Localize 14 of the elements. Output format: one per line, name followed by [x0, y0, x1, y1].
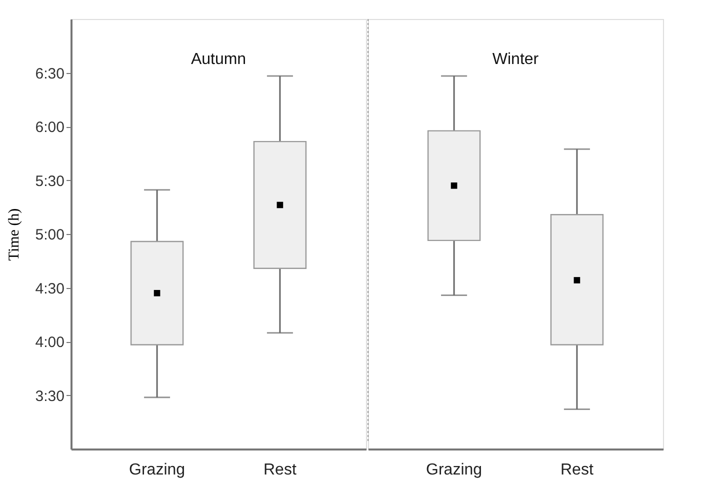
- text: Winter: [492, 51, 540, 68]
- y-tick-label: 5:30: [35, 172, 64, 190]
- y-tick-label: 4:30: [35, 280, 64, 298]
- x-tick-label: Rest: [560, 462, 594, 478]
- x-tick-label: Grazing: [129, 462, 186, 478]
- y-axis-title: Time (h): [6, 208, 22, 261]
- y-tick-label: 6:00: [35, 119, 64, 136]
- x-tick-label: Grazing: [426, 462, 482, 478]
- text: Autumn: [190, 51, 246, 68]
- y-tick-label: 6:30: [35, 65, 64, 82]
- x-tick-label: Rest: [264, 462, 297, 478]
- y-tick-label: 4:00: [35, 334, 64, 351]
- y-tick-label: 5:00: [35, 226, 64, 244]
- y-tick-label: 3:30: [35, 388, 64, 405]
